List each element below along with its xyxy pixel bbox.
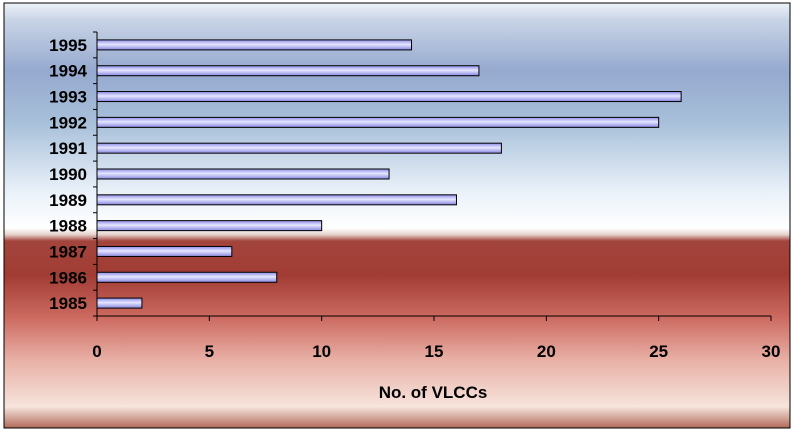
bar-1985 (96, 297, 143, 309)
category-label-1985: 1985 (49, 294, 87, 313)
bars-group (96, 39, 682, 309)
x-tick-label-0: 0 (92, 342, 101, 361)
x-tick-label-30: 30 (762, 342, 781, 361)
category-label-1990: 1990 (49, 165, 87, 184)
bar-1986 (96, 271, 278, 283)
bar-1987 (96, 245, 233, 257)
x-tick-label-15: 15 (425, 342, 444, 361)
bar-1989 (96, 194, 457, 206)
bar-1990 (96, 168, 390, 180)
x-tick-label-20: 20 (537, 342, 556, 361)
category-label-1988: 1988 (49, 217, 87, 236)
category-label-1989: 1989 (49, 191, 87, 210)
category-label-1994: 1994 (49, 62, 87, 81)
axes-group (93, 31, 772, 321)
category-label-1986: 1986 (49, 268, 87, 287)
category-labels: 1995 1994 1993 1992 1991 1990 1989 1988 1987 1986… (49, 36, 87, 313)
x-tick-label-10: 10 (312, 342, 331, 361)
category-label-1991: 1991 (49, 139, 87, 158)
bar-1993 (96, 91, 682, 103)
x-axis-title: No. of VLCCs (379, 383, 488, 402)
category-label-1987: 1987 (49, 242, 87, 261)
x-tick-label-5: 5 (205, 342, 214, 361)
category-label-1995: 1995 (49, 36, 87, 55)
bar-1994 (96, 65, 480, 77)
bar-1992 (96, 116, 660, 128)
category-label-1993: 1993 (49, 88, 87, 107)
x-tick-labels: 0 5 10 15 20 25 30 (92, 342, 780, 361)
category-label-1992: 1992 (49, 113, 87, 132)
bar-1988 (96, 220, 323, 232)
bar-1991 (96, 142, 502, 154)
bar-1995 (96, 39, 413, 51)
x-tick-label-25: 25 (649, 342, 668, 361)
